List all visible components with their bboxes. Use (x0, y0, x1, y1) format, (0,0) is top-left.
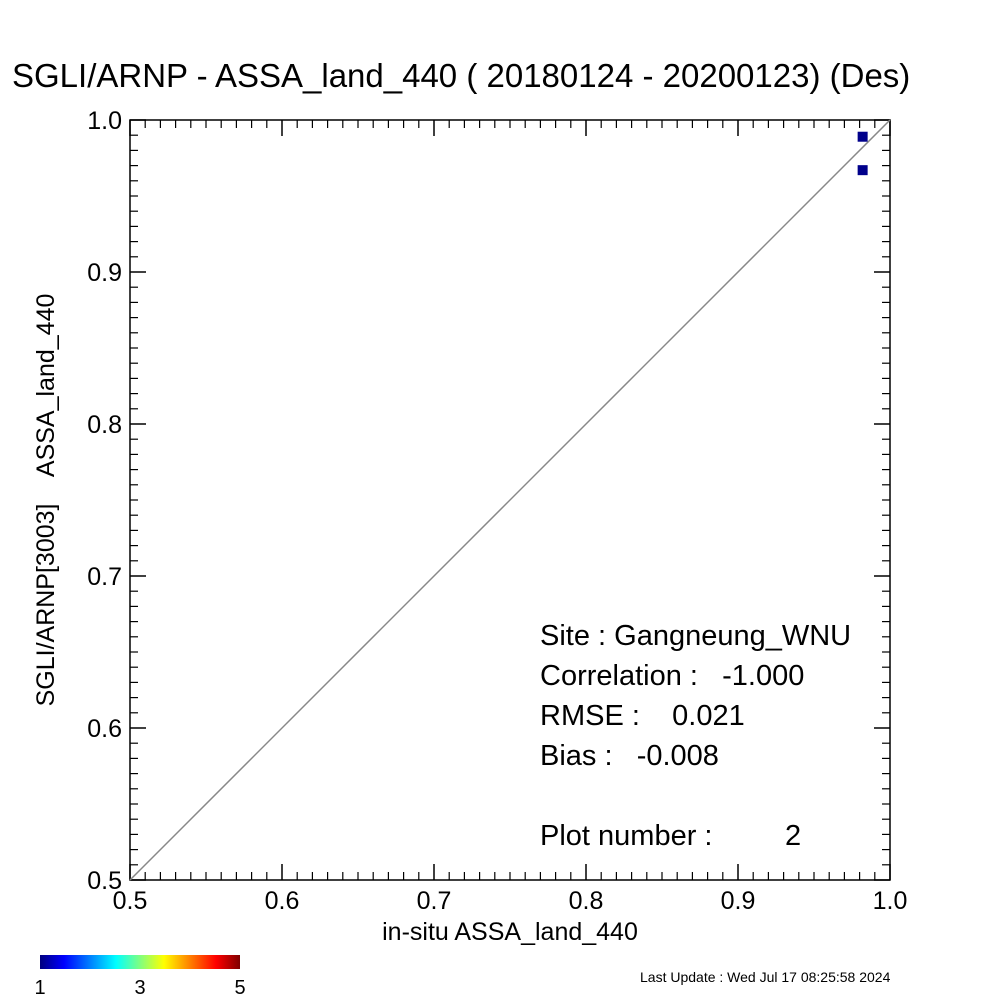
colorbar-tick-label: 3 (134, 977, 145, 999)
y-tick-label: 0.6 (87, 715, 122, 743)
x-tick-label: 0.6 (265, 887, 300, 915)
bias-label: Bias : -0.008 (540, 740, 719, 772)
x-axis-label: in-situ ASSA_land_440 (382, 918, 638, 946)
colorbar-tick-label: 1 (34, 977, 45, 999)
minor-ticks (130, 120, 890, 880)
data-point (857, 131, 868, 142)
rmse-label: RMSE : 0.021 (540, 700, 745, 732)
one-to-one-line (129, 119, 891, 881)
x-tick-label: 0.7 (417, 887, 452, 915)
y-tick-labels: 0.5 0.6 0.7 0.8 0.9 1.0 (87, 107, 122, 895)
plot-number-label: Plot number : 2 (540, 820, 802, 852)
x-tick-label: 1.0 (873, 887, 908, 915)
chart-title: SGLI/ARNP - ASSA_land_440 ( 20180124 - 2… (12, 57, 910, 94)
colorbar (40, 955, 240, 969)
y-tick-label: 0.8 (87, 411, 122, 439)
y-tick-label: 1.0 (87, 107, 122, 135)
x-tick-label: 0.8 (569, 887, 604, 915)
data-point (857, 165, 868, 176)
x-tick-label: 0.5 (113, 887, 148, 915)
major-ticks (129, 119, 891, 881)
y-axis-label: SGLI/ARNP[3003] ASSA_land_440 (32, 294, 60, 707)
y-tick-label: 0.5 (87, 867, 122, 895)
y-tick-label: 0.9 (87, 259, 122, 287)
site-label: Site : Gangneung_WNU (540, 620, 852, 652)
x-tick-label: 0.9 (721, 887, 756, 915)
y-tick-label: 0.7 (87, 563, 122, 591)
last-update-label: Last Update : Wed Jul 17 08:25:58 2024 (640, 969, 891, 985)
data-points (857, 131, 868, 176)
x-tick-labels: 0.5 0.6 0.7 0.8 0.9 1.0 (113, 887, 908, 915)
colorbar-tick-label: 5 (234, 977, 245, 999)
colorbar-labels: 1 3 5 (34, 977, 245, 999)
correlation-label: Correlation : -1.000 (540, 660, 805, 692)
